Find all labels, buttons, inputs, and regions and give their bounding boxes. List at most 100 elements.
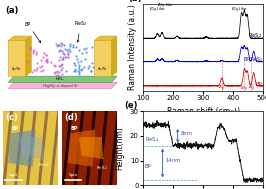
Point: [59, 42, 63, 45]
Point: [61, 57, 65, 60]
Text: Au/Ni: Au/Ni: [12, 67, 22, 71]
Polygon shape: [100, 111, 117, 185]
Point: [77, 72, 81, 75]
Point: [61, 52, 65, 55]
Point: [66, 52, 70, 55]
Point: [77, 49, 81, 52]
Text: 14nm: 14nm: [166, 158, 181, 163]
Point: [38, 65, 42, 68]
Polygon shape: [0, 111, 10, 185]
Point: [84, 51, 88, 54]
Point: [62, 52, 66, 55]
Point: [62, 43, 66, 46]
Point: [66, 50, 70, 53]
Point: [44, 53, 49, 56]
Point: [59, 69, 63, 72]
Point: [64, 70, 68, 73]
Point: [74, 45, 78, 48]
Text: $A_{1g}$-like: $A_{1g}$-like: [157, 2, 174, 10]
Point: [55, 71, 59, 74]
Point: [60, 62, 64, 65]
Polygon shape: [65, 111, 81, 185]
Point: [55, 45, 59, 48]
Point: [76, 70, 80, 73]
Text: BP: BP: [11, 126, 18, 131]
Point: [73, 54, 78, 57]
Point: [31, 51, 35, 54]
Point: [60, 50, 64, 53]
Point: [77, 67, 81, 70]
Point: [55, 69, 59, 72]
Polygon shape: [112, 111, 128, 185]
Point: [61, 55, 65, 58]
Point: [56, 73, 61, 76]
Text: $A^1_g$: $A^1_g$: [218, 83, 225, 94]
Point: [52, 64, 57, 67]
Point: [83, 57, 88, 60]
Point: [91, 66, 95, 69]
Point: [82, 48, 86, 51]
Polygon shape: [9, 76, 117, 82]
Point: [89, 70, 93, 73]
Point: [64, 56, 68, 59]
Point: [41, 56, 45, 59]
Point: [79, 60, 84, 63]
Point: [35, 61, 39, 64]
Point: [39, 59, 43, 62]
Point: [86, 66, 90, 69]
Point: [32, 68, 36, 71]
Text: ReS$_2$: ReS$_2$: [96, 164, 108, 172]
Point: [88, 70, 93, 73]
Point: [44, 53, 48, 57]
Polygon shape: [53, 111, 69, 185]
Point: [58, 65, 63, 68]
Point: [28, 47, 32, 50]
Polygon shape: [64, 111, 81, 185]
Point: [59, 44, 63, 47]
Polygon shape: [68, 130, 95, 167]
Point: [52, 72, 56, 75]
Polygon shape: [19, 137, 44, 159]
Point: [78, 68, 83, 71]
Polygon shape: [9, 36, 31, 40]
Point: [77, 65, 81, 68]
Point: [73, 68, 78, 71]
Point: [31, 49, 36, 52]
Point: [56, 71, 61, 74]
Point: [34, 51, 38, 54]
Point: [57, 44, 61, 47]
Point: [90, 46, 94, 49]
Text: Highly n-doped Si: Highly n-doped Si: [43, 84, 77, 88]
Point: [63, 47, 67, 50]
Y-axis label: Raman Intensity (a.u.): Raman Intensity (a.u.): [128, 5, 138, 90]
Point: [34, 52, 38, 55]
Point: [54, 73, 58, 76]
Text: ReS$_2$: ReS$_2$: [74, 20, 87, 42]
Point: [60, 66, 64, 69]
Point: [68, 45, 72, 48]
Polygon shape: [41, 111, 57, 185]
Point: [74, 58, 79, 61]
Text: (c): (c): [5, 113, 18, 122]
Text: 8nm: 8nm: [181, 131, 193, 136]
Point: [26, 59, 30, 62]
Polygon shape: [41, 111, 58, 185]
Point: [87, 64, 91, 67]
Point: [58, 48, 62, 51]
Polygon shape: [9, 40, 26, 76]
Point: [77, 71, 81, 74]
Point: [34, 69, 38, 72]
Text: 5μm: 5μm: [68, 173, 78, 177]
Point: [35, 67, 39, 70]
Point: [57, 65, 61, 68]
Point: [28, 46, 33, 49]
Text: $B_{2g}$: $B_{2g}$: [240, 84, 249, 93]
Point: [58, 49, 62, 52]
Text: BP: BP: [70, 126, 78, 131]
Point: [45, 59, 50, 62]
Text: (a): (a): [5, 6, 18, 15]
Polygon shape: [17, 111, 34, 185]
Point: [76, 61, 80, 64]
Point: [45, 61, 49, 64]
Text: ReS$_2$: ReS$_2$: [38, 162, 50, 169]
